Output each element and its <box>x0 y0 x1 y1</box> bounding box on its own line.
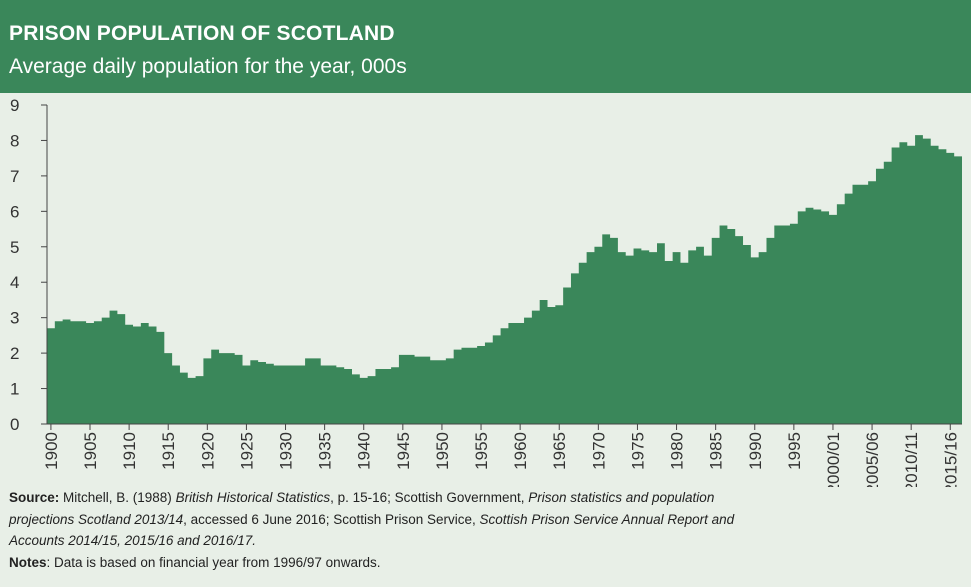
y-tick-label: 3 <box>10 309 19 328</box>
y-tick-label: 8 <box>10 131 19 150</box>
x-tick-label: 1965 <box>550 432 569 470</box>
x-tick-label: 1925 <box>237 432 256 470</box>
x-tick-label: 1915 <box>159 432 178 470</box>
y-tick-label: 4 <box>10 273 19 292</box>
x-tick-label: 1950 <box>433 432 452 470</box>
population-area <box>47 135 962 424</box>
x-tick-label: 1905 <box>81 432 100 470</box>
y-tick-label: 5 <box>10 238 19 257</box>
x-tick-label: 1900 <box>42 432 61 470</box>
x-tick-label: 1940 <box>355 432 374 470</box>
x-tick-label: 1960 <box>511 432 530 470</box>
x-tick-label: 1985 <box>707 432 726 470</box>
y-tick-label: 9 <box>10 96 19 115</box>
source-text-2: , p. 15-16; Scottish Government, <box>330 490 529 505</box>
y-tick-label: 2 <box>10 344 19 363</box>
source-title-3: Scottish Prison Service Annual Report an… <box>9 511 735 549</box>
y-tick-label: 1 <box>10 380 19 399</box>
x-tick-label: 1980 <box>668 432 687 470</box>
chart-subtitle: Average daily population for the year, 0… <box>9 55 407 78</box>
source-title-1: British Historical Statistics <box>175 490 331 505</box>
x-tick-label: 1910 <box>120 432 139 470</box>
notes-text: : Data is based on financial year from 1… <box>46 554 381 570</box>
y-tick-label: 7 <box>10 167 19 186</box>
x-tick-label: 2000/01 <box>824 432 843 487</box>
chart-header: PRISON POPULATION OF SCOTLAND Average da… <box>0 0 971 93</box>
x-tick-label: 2005/06 <box>863 432 882 487</box>
x-tick-label: 1935 <box>316 432 335 470</box>
x-tick-label: 1955 <box>472 432 491 470</box>
x-tick-label: 1930 <box>277 432 296 470</box>
source-notes: Source: Mitchell, B. (1988) British Hist… <box>9 487 769 573</box>
x-tick-label: 1995 <box>785 432 804 470</box>
y-tick-label: 0 <box>10 415 19 434</box>
x-tick-label: 1970 <box>589 432 608 470</box>
area-chart: 0 1 2 3 4 5 6 7 8 9 1900 1905 1910 1915 1920 1925 1930 19… <box>10 96 962 487</box>
y-tick-label: 6 <box>10 202 19 221</box>
chart-title: PRISON POPULATION OF SCOTLAND <box>9 22 395 45</box>
source-title-2: Prison statistics and population project… <box>9 490 715 527</box>
source-label: Source: <box>9 490 60 505</box>
notes-label: Notes <box>9 554 47 570</box>
x-tick-label: 1990 <box>746 432 765 470</box>
x-tick-label: 1975 <box>628 432 647 470</box>
x-tick-label: 1920 <box>198 432 217 470</box>
x-tick-label: 2015/16 <box>941 432 960 487</box>
source-text-1: Mitchell, B. (1988) <box>59 490 176 505</box>
x-tick-label: 1945 <box>394 432 413 470</box>
x-tick-label: 2010/11 <box>902 432 921 487</box>
source-text-3: , accessed 6 June 2016; Scottish Prison … <box>183 511 480 527</box>
